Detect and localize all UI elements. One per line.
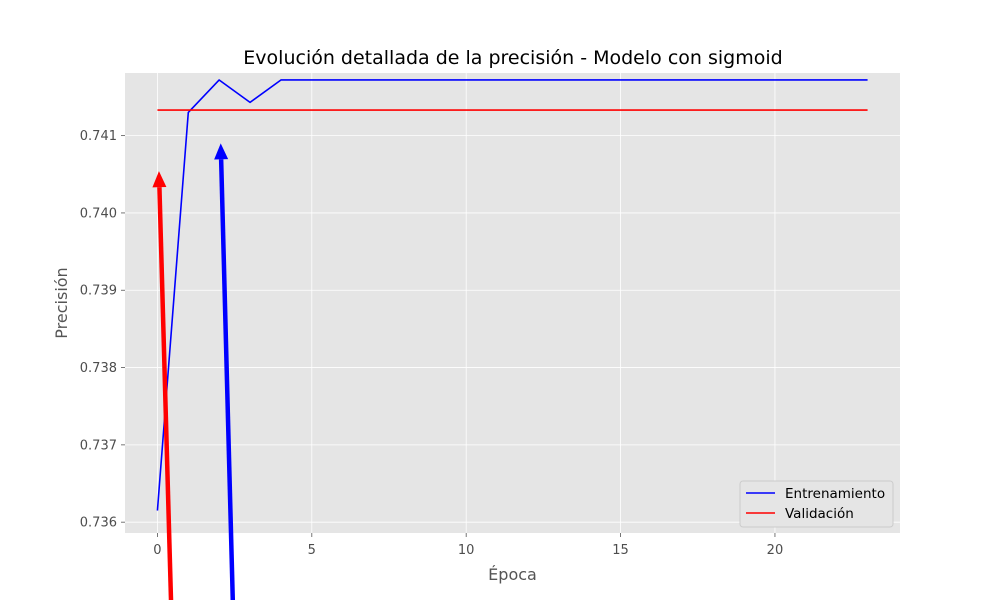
grid	[125, 73, 900, 533]
y-tick-label: 0.737	[80, 438, 117, 453]
y-tick-label: 0.741	[80, 129, 117, 144]
y-axis-ticks: 0.736 0.737 0.738 0.739 0.740 0.741	[80, 129, 125, 531]
y-tick-label: 0.738	[80, 361, 117, 376]
x-tick-label: 0	[153, 543, 161, 558]
annotation-arrow-shaft	[218, 159, 236, 600]
x-tick-label: 20	[767, 543, 784, 558]
legend-box	[739, 480, 894, 528]
legend-label: Validación	[785, 506, 854, 522]
annotation-arrow-shaft	[157, 187, 174, 600]
annotation-arrow-head	[214, 143, 229, 160]
x-axis-ticks: 0 5 10 15 20	[153, 533, 783, 558]
annotations	[152, 143, 236, 600]
legend-label: Entrenamiento	[785, 486, 885, 502]
y-axis-label: Precisión	[52, 267, 71, 338]
x-tick-label: 10	[458, 543, 475, 558]
chart-title: Evolución detallada de la precisión - Mo…	[243, 47, 782, 69]
x-tick-label: 15	[612, 543, 629, 558]
series-line-entrenamiento	[156, 79, 868, 511]
legend: Entrenamiento Validación	[739, 480, 894, 528]
plot-area	[125, 73, 900, 533]
y-tick-label: 0.739	[80, 284, 117, 299]
y-tick-label: 0.736	[80, 516, 117, 531]
series-layer	[156, 79, 868, 511]
annotation-arrow-head	[152, 171, 167, 188]
x-tick-label: 5	[308, 543, 316, 558]
x-axis-label: Época	[488, 565, 537, 584]
y-tick-label: 0.740	[80, 206, 117, 221]
